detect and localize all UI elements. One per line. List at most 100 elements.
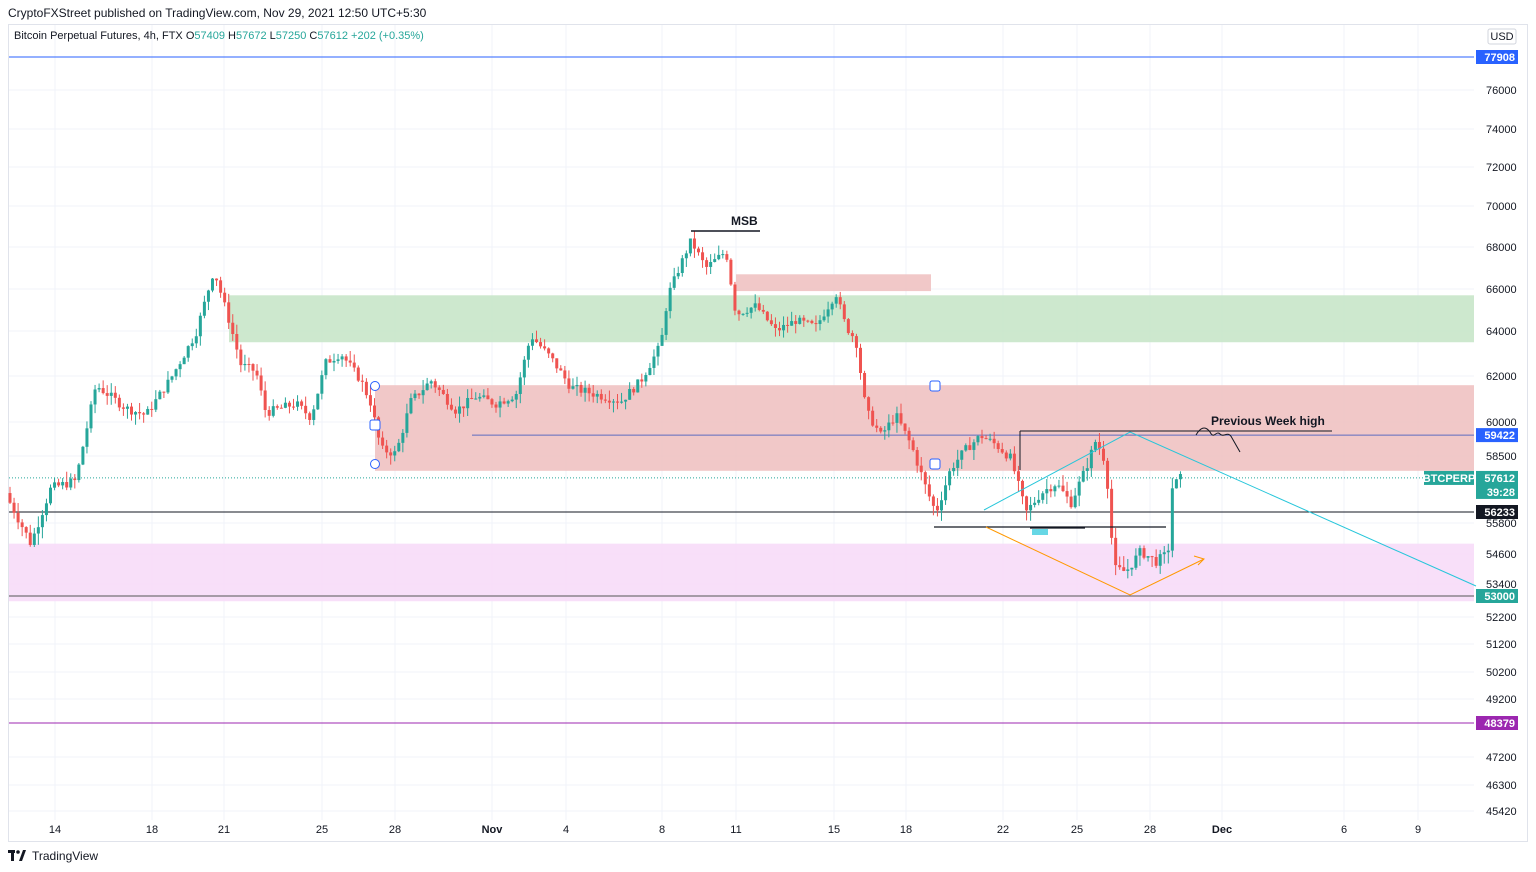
candle-body xyxy=(405,413,409,433)
candle-body xyxy=(802,317,806,321)
candle-body xyxy=(733,284,737,311)
candle-body xyxy=(530,339,534,346)
price-label-53000: 53000 xyxy=(1484,591,1515,603)
price-label-48379: 48379 xyxy=(1484,718,1515,730)
candle-body xyxy=(437,387,441,390)
tradingview-logo[interactable]: TradingView xyxy=(8,849,98,863)
time-axis[interactable]: 14 18 21 25 28 Nov 4 8 11 15 18 22 25 28 Dec 6 9 xyxy=(49,824,1421,836)
candle-body xyxy=(1065,491,1069,497)
candle-body xyxy=(20,522,24,528)
price-tick-label: 58500 xyxy=(1486,451,1517,463)
candle-body xyxy=(846,319,850,334)
price-tick-label: 70000 xyxy=(1486,201,1517,213)
candle-body xyxy=(964,445,968,451)
candle-body xyxy=(1162,552,1166,555)
price-tick-label: 76000 xyxy=(1486,85,1517,97)
candle-body xyxy=(1004,452,1008,459)
candle-body xyxy=(105,393,109,396)
candle-body xyxy=(1178,474,1182,480)
price-tick-label: 54600 xyxy=(1486,549,1517,561)
candle-body xyxy=(960,450,964,460)
time-tick-label: 21 xyxy=(218,824,230,836)
candle-body xyxy=(660,334,664,346)
drawing-handle xyxy=(929,458,941,470)
candle-body xyxy=(466,397,470,409)
candle-body xyxy=(182,357,186,365)
candle-body xyxy=(684,253,688,259)
candle-body xyxy=(705,260,709,267)
candle-body xyxy=(587,387,591,394)
candle-body xyxy=(312,409,316,420)
candle-body xyxy=(1089,449,1093,469)
price-tick-label: 64000 xyxy=(1486,326,1517,338)
candle-body xyxy=(1154,557,1158,566)
chart-frame[interactable] xyxy=(8,24,1528,842)
candle-body xyxy=(697,248,700,253)
candle-body xyxy=(134,412,138,415)
candle-body xyxy=(138,412,142,414)
current-price-value: 57612 xyxy=(1484,473,1515,485)
time-tick-label: 18 xyxy=(900,824,912,836)
candle-body xyxy=(518,377,522,394)
candle-body xyxy=(1093,441,1097,450)
candle-body xyxy=(895,413,899,423)
price-tick-label: 53400 xyxy=(1486,579,1517,591)
price-label-box xyxy=(1476,428,1518,443)
candle-body xyxy=(729,259,733,285)
candle-body xyxy=(1114,537,1118,566)
candle-body xyxy=(352,362,356,368)
candle-body xyxy=(458,406,462,414)
candle-body xyxy=(563,370,567,379)
candle-body xyxy=(628,388,632,400)
candle-body xyxy=(1146,556,1150,558)
candle-body xyxy=(1110,488,1114,538)
candle-body xyxy=(247,364,251,366)
candle-body xyxy=(599,393,603,400)
time-tick-label: 18 xyxy=(146,824,158,836)
candle-body xyxy=(1029,504,1033,511)
liquidity-marker xyxy=(1032,529,1048,535)
candle-body xyxy=(1012,453,1016,472)
candle-body xyxy=(1170,488,1174,551)
candle-body xyxy=(749,307,753,313)
candle-body xyxy=(348,360,352,363)
candle-body xyxy=(498,401,502,408)
price-tick-label: 47200 xyxy=(1486,752,1517,764)
candle-body xyxy=(474,398,478,400)
low-value: 57250 xyxy=(275,30,307,42)
candle-body xyxy=(490,399,494,405)
symbol-name: Bitcoin Perpetual Futures, 4h, FTX xyxy=(14,30,183,42)
orange-triangle-line xyxy=(985,526,1205,596)
price-path-sketch xyxy=(1195,427,1241,453)
candle-body xyxy=(725,254,729,260)
candle-body xyxy=(409,398,413,414)
candle-body xyxy=(656,345,660,357)
candle-body xyxy=(478,396,482,399)
candle-body xyxy=(854,336,858,348)
candle-body xyxy=(401,432,405,443)
candle-body xyxy=(320,375,324,394)
candle-body xyxy=(502,401,506,404)
candle-body xyxy=(344,356,348,361)
candle-body xyxy=(462,406,466,409)
candle-body xyxy=(24,527,28,533)
candle-body xyxy=(190,343,194,347)
candle-body xyxy=(381,437,385,446)
candle-body xyxy=(263,390,267,410)
price-label-box xyxy=(1476,50,1518,64)
candle-body xyxy=(1008,453,1012,459)
candle-body xyxy=(717,254,721,260)
price-tick-label: 52200 xyxy=(1486,612,1517,624)
candle-body xyxy=(425,383,429,391)
candle-body xyxy=(53,482,57,488)
candle-body xyxy=(583,387,587,393)
candle-body xyxy=(543,346,547,349)
candle-body xyxy=(117,397,121,408)
price-axis[interactable]: 76000 74000 72000 70000 68000 66000 64000 62000… xyxy=(1486,28,1517,818)
candle-body xyxy=(867,397,871,411)
time-tick-label: 4 xyxy=(563,824,569,836)
drawing-handle xyxy=(929,380,941,392)
candle-body xyxy=(1158,554,1162,566)
candle-body xyxy=(1033,502,1037,505)
